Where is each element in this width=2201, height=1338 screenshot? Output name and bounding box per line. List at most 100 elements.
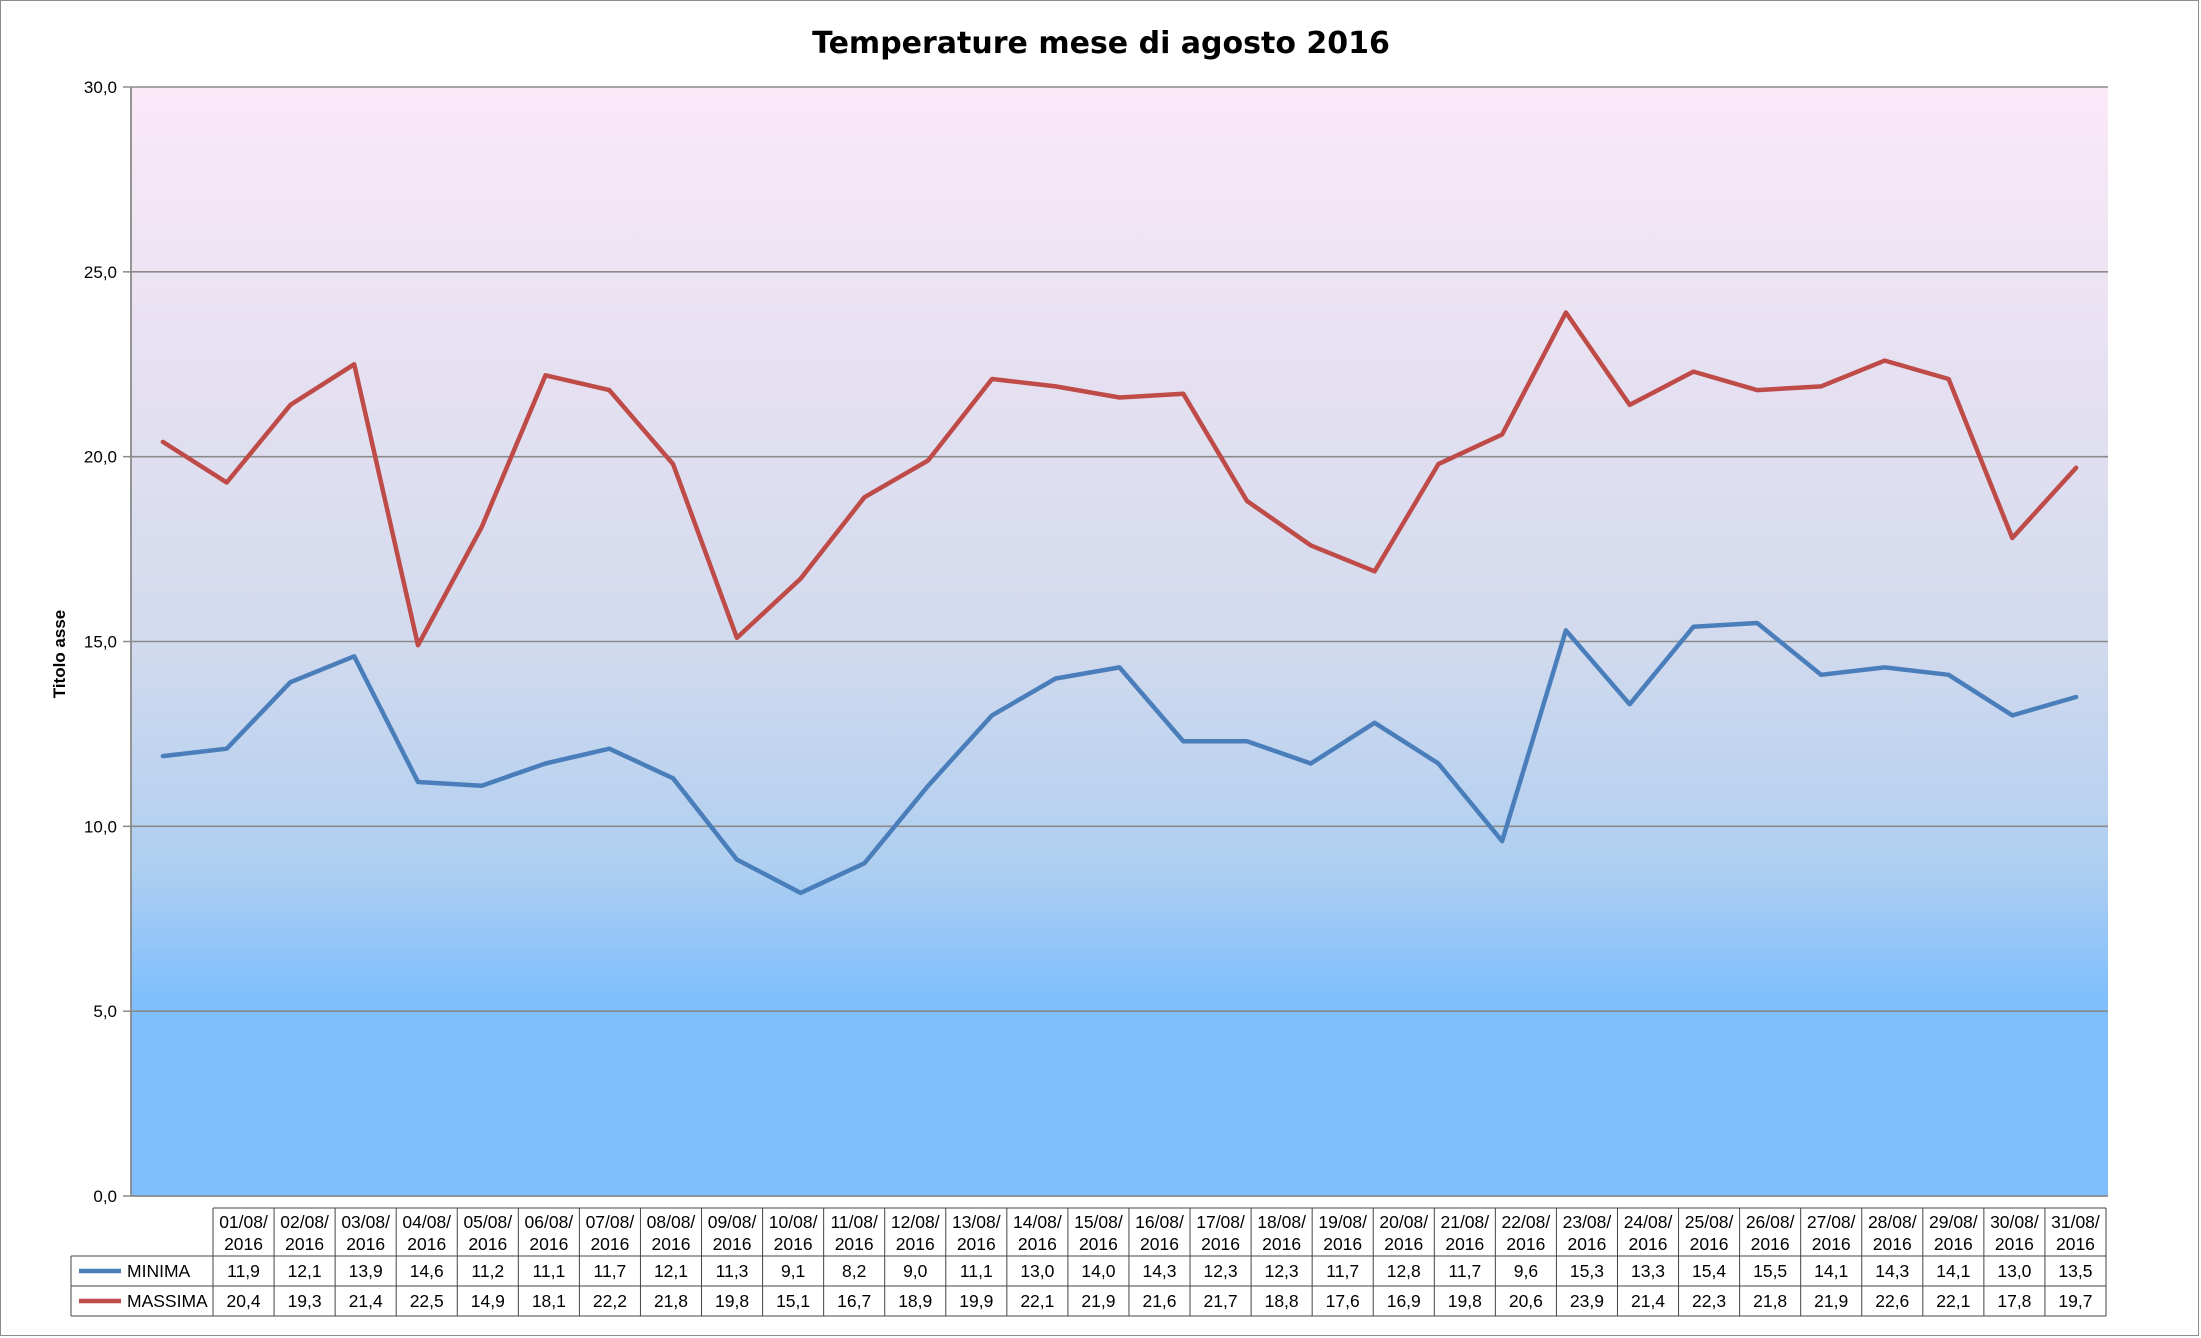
data-label: 11,7 bbox=[1448, 1261, 1481, 1281]
data-label: 14,6 bbox=[410, 1261, 444, 1281]
data-label: 14,0 bbox=[1081, 1261, 1115, 1281]
data-label: 16,9 bbox=[1387, 1291, 1421, 1311]
data-label: 22,2 bbox=[593, 1291, 627, 1311]
x-tick-label: 12/08/2016 bbox=[891, 1212, 940, 1254]
data-label: 21,6 bbox=[1142, 1291, 1176, 1311]
x-tick-label: 10/08/2016 bbox=[769, 1212, 818, 1254]
x-tick-label: 16/08/2016 bbox=[1135, 1212, 1184, 1254]
data-label: 19,8 bbox=[1448, 1291, 1482, 1311]
data-label: 14,3 bbox=[1142, 1261, 1176, 1281]
x-tick-label: 25/08/2016 bbox=[1685, 1212, 1734, 1254]
data-label: 17,6 bbox=[1326, 1291, 1360, 1311]
data-label: 20,4 bbox=[227, 1291, 261, 1311]
series-lines bbox=[160, 310, 2079, 896]
y-tick-label: 15,0 bbox=[84, 633, 117, 652]
data-label: 18,8 bbox=[1265, 1291, 1299, 1311]
x-tick-label: 20/08/2016 bbox=[1379, 1212, 1428, 1254]
data-label: 20,6 bbox=[1509, 1291, 1543, 1311]
y-axis-ticks: 0,0 5,0 10,0 15,0 20,0 25,0 30,0 bbox=[84, 78, 131, 1206]
y-axis-label: Titolo asse bbox=[50, 610, 69, 699]
data-label: 13,9 bbox=[349, 1261, 383, 1281]
x-tick-label: 28/08/2016 bbox=[1868, 1212, 1917, 1254]
chart-title: Temperature mese di agosto 2016 bbox=[812, 26, 1390, 61]
x-tick-label: 14/08/2016 bbox=[1013, 1212, 1062, 1254]
x-tick-label: 04/08/2016 bbox=[402, 1212, 451, 1254]
data-label: 21,7 bbox=[1204, 1291, 1238, 1311]
data-label: 14,9 bbox=[471, 1291, 505, 1311]
data-label: 9,6 bbox=[1514, 1261, 1538, 1281]
legend-label-minima: MINIMA bbox=[127, 1261, 191, 1281]
data-label: 15,3 bbox=[1570, 1261, 1604, 1281]
data-label: 22,1 bbox=[1936, 1291, 1970, 1311]
data-label: 19,8 bbox=[715, 1291, 749, 1311]
data-label: 12,3 bbox=[1204, 1261, 1238, 1281]
x-tick-label: 22/08/2016 bbox=[1502, 1212, 1551, 1254]
series-line-massima bbox=[160, 310, 2079, 648]
x-tick-label: 01/08/2016 bbox=[219, 1212, 268, 1254]
data-label: 11,7 bbox=[1326, 1261, 1359, 1281]
data-label: 13,5 bbox=[2058, 1261, 2092, 1281]
data-label: 15,5 bbox=[1753, 1261, 1787, 1281]
y-tick-label: 5,0 bbox=[93, 1002, 117, 1021]
y-tick-label: 10,0 bbox=[84, 817, 117, 836]
x-tick-label: 08/08/2016 bbox=[647, 1212, 696, 1254]
data-label: 11,2 bbox=[471, 1261, 504, 1281]
x-tick-label: 19/08/2016 bbox=[1318, 1212, 1367, 1254]
data-label: 19,3 bbox=[288, 1291, 322, 1311]
data-label: 12,1 bbox=[288, 1261, 322, 1281]
data-label: 22,6 bbox=[1875, 1291, 1909, 1311]
data-label: 13,0 bbox=[1997, 1261, 2031, 1281]
data-label: 19,9 bbox=[959, 1291, 993, 1311]
x-tick-label: 07/08/2016 bbox=[586, 1212, 635, 1254]
legend-label-massima: MASSIMA bbox=[127, 1291, 208, 1311]
x-tick-label: 26/08/2016 bbox=[1746, 1212, 1795, 1254]
data-label: 18,9 bbox=[898, 1291, 932, 1311]
x-tick-label: 15/08/2016 bbox=[1074, 1212, 1123, 1254]
data-label: 22,3 bbox=[1692, 1291, 1726, 1311]
data-label: 23,9 bbox=[1570, 1291, 1604, 1311]
data-label: 13,0 bbox=[1020, 1261, 1054, 1281]
data-label: 8,2 bbox=[842, 1261, 866, 1281]
x-tick-label: 29/08/2016 bbox=[1929, 1212, 1978, 1254]
data-label: 16,7 bbox=[837, 1291, 871, 1311]
x-tick-label: 21/08/2016 bbox=[1440, 1212, 1489, 1254]
x-tick-label: 27/08/2016 bbox=[1807, 1212, 1856, 1254]
data-label: 14,3 bbox=[1875, 1261, 1909, 1281]
data-label: 11,1 bbox=[532, 1261, 565, 1281]
x-tick-label: 02/08/2016 bbox=[280, 1212, 329, 1254]
x-tick-label: 09/08/2016 bbox=[708, 1212, 757, 1254]
x-tick-label: 11/08/2016 bbox=[830, 1212, 877, 1254]
x-tick-label: 18/08/2016 bbox=[1257, 1212, 1306, 1254]
x-tick-label: 31/08/2016 bbox=[2051, 1212, 2100, 1254]
data-label: 11,7 bbox=[594, 1261, 627, 1281]
data-label: 19,7 bbox=[2058, 1291, 2092, 1311]
data-label: 21,4 bbox=[349, 1291, 383, 1311]
x-tick-label: 05/08/2016 bbox=[463, 1212, 512, 1254]
data-label: 15,1 bbox=[776, 1291, 810, 1311]
data-label: 12,3 bbox=[1265, 1261, 1299, 1281]
x-tick-label: 30/08/2016 bbox=[1990, 1212, 2039, 1254]
data-label: 21,4 bbox=[1631, 1291, 1665, 1311]
data-label: 12,8 bbox=[1387, 1261, 1421, 1281]
data-label: 17,8 bbox=[1997, 1291, 2031, 1311]
data-label: 21,9 bbox=[1081, 1291, 1115, 1311]
y-tick-label: 0,0 bbox=[93, 1187, 117, 1206]
data-label: 11,3 bbox=[716, 1261, 749, 1281]
data-label: 21,8 bbox=[1753, 1291, 1787, 1311]
data-label: 11,9 bbox=[227, 1261, 260, 1281]
data-label: 21,8 bbox=[654, 1291, 688, 1311]
x-tick-label: 13/08/2016 bbox=[952, 1212, 1001, 1254]
data-label: 22,1 bbox=[1020, 1291, 1054, 1311]
x-tick-label: 24/08/2016 bbox=[1624, 1212, 1673, 1254]
data-label: 14,1 bbox=[1814, 1261, 1848, 1281]
data-label: 15,4 bbox=[1692, 1261, 1726, 1281]
y-tick-label: 30,0 bbox=[84, 78, 117, 97]
data-label: 9,0 bbox=[903, 1261, 928, 1281]
y-tick-label: 25,0 bbox=[84, 263, 117, 282]
data-label: 18,1 bbox=[532, 1291, 566, 1311]
x-tick-label: 17/08/2016 bbox=[1196, 1212, 1245, 1254]
series-line-minima bbox=[160, 620, 2079, 896]
data-label: 9,1 bbox=[781, 1261, 805, 1281]
data-label: 22,5 bbox=[410, 1291, 444, 1311]
